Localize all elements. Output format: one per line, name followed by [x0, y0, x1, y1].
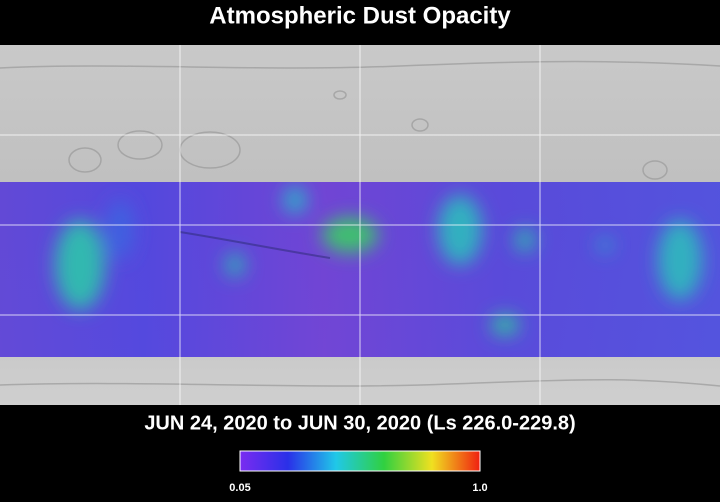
colorbar-min-label: 0.05 — [229, 482, 250, 494]
colorbar-max-label: 1.0 — [472, 482, 487, 494]
colorbar-scale — [239, 450, 481, 472]
colorbar: 0.05 1.0 — [229, 450, 488, 494]
terrain — [0, 60, 720, 387]
map — [0, 45, 720, 405]
graticule — [0, 45, 720, 405]
date-range: JUN 24, 2020 to JUN 30, 2020 (Ls 226.0-2… — [144, 412, 575, 434]
title: Atmospheric Dust Opacity — [209, 2, 511, 29]
